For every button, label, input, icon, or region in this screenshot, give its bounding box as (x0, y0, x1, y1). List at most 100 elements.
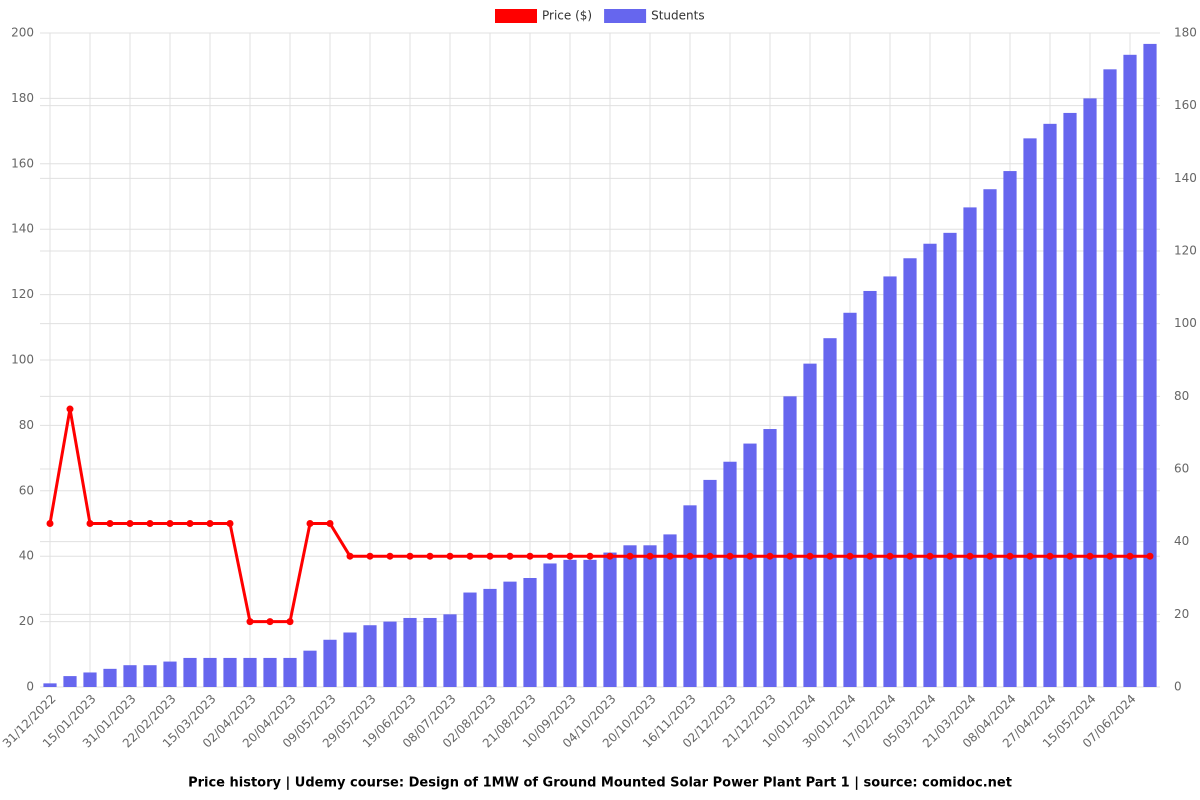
bar (803, 363, 817, 687)
bar (743, 443, 757, 687)
bar (1023, 138, 1037, 687)
price-point (1026, 552, 1034, 560)
y2-tick-label: 140 (1174, 171, 1197, 185)
bar (863, 290, 877, 687)
price-point (886, 552, 894, 560)
price-point (246, 618, 254, 626)
price-point (726, 552, 734, 560)
price-point (426, 552, 434, 560)
price-point (66, 405, 74, 413)
price-point (86, 520, 94, 527)
price-point (646, 552, 654, 560)
bar (323, 639, 337, 687)
bar (923, 243, 937, 687)
price-point (1066, 552, 1074, 560)
price-point (106, 520, 114, 527)
bar (543, 563, 557, 687)
price-point (986, 552, 994, 560)
price-point (826, 552, 834, 560)
bar (883, 276, 897, 687)
bar (123, 665, 137, 687)
price-point (686, 552, 694, 560)
price-point (366, 552, 374, 560)
price-point (606, 552, 614, 560)
y-tick-label: 60 (19, 483, 34, 497)
bar (363, 625, 377, 687)
y2-tick-label: 120 (1174, 244, 1197, 258)
bar (203, 657, 217, 687)
price-point (346, 552, 354, 560)
price-point (466, 552, 474, 560)
bar (243, 657, 257, 687)
bar (1143, 43, 1157, 687)
price-point (846, 552, 854, 560)
bar (523, 578, 537, 687)
price-point (306, 520, 314, 527)
bar (1063, 112, 1077, 687)
price-point (746, 552, 754, 560)
price-point (586, 552, 594, 560)
price-point (806, 552, 814, 560)
y-tick-label: 180 (11, 91, 34, 105)
bar (643, 545, 657, 687)
y-tick-label: 120 (11, 287, 34, 301)
price-point (1146, 552, 1154, 560)
y-tick-label: 160 (11, 156, 34, 170)
y-tick-label: 140 (11, 222, 34, 236)
price-point (186, 520, 194, 527)
bar (783, 396, 797, 687)
price-point (546, 552, 554, 560)
price-point (326, 520, 334, 527)
price-point (506, 552, 514, 560)
bar (663, 534, 677, 687)
price-point (406, 552, 414, 560)
y-tick-label: 40 (19, 549, 34, 563)
bar (843, 312, 857, 687)
bar (463, 592, 477, 687)
y2-tick-label: 80 (1174, 389, 1189, 403)
bar (83, 672, 97, 687)
bar (43, 683, 57, 687)
price-point (1106, 552, 1114, 560)
y2-tick-label: 40 (1174, 534, 1189, 548)
y-tick-label: 0 (26, 680, 34, 694)
legend-label: Students (651, 9, 705, 23)
price-point (526, 552, 534, 560)
bar (723, 461, 737, 687)
y2-tick-label: 100 (1174, 316, 1197, 330)
bar (103, 668, 117, 687)
price-point (906, 552, 914, 560)
price-point (226, 520, 234, 527)
bar (163, 661, 177, 687)
bar (503, 581, 517, 687)
bar (223, 657, 237, 687)
price-point (786, 552, 794, 560)
bar (623, 545, 637, 687)
legend-swatch (604, 9, 647, 23)
bar (603, 552, 617, 687)
y2-tick-label: 160 (1174, 98, 1197, 112)
price-point (566, 552, 574, 560)
y-tick-label: 100 (11, 353, 34, 367)
bar (1043, 123, 1057, 688)
bar (1083, 98, 1097, 687)
y2-tick-label: 180 (1174, 26, 1197, 40)
bar (903, 258, 917, 687)
price-point (446, 552, 454, 560)
price-point (46, 520, 54, 527)
bar (963, 207, 977, 687)
price-point (1126, 552, 1134, 560)
y2-tick-label: 20 (1174, 607, 1189, 621)
price-point (146, 520, 154, 527)
bar (343, 632, 357, 687)
price-point (966, 552, 974, 560)
legend-swatch (495, 9, 537, 23)
price-point (286, 618, 294, 626)
price-point (626, 552, 634, 560)
bar (563, 559, 577, 687)
price-point (766, 552, 774, 560)
price-point (1086, 552, 1094, 560)
price-point (706, 552, 714, 560)
price-point (866, 552, 874, 560)
price-point (1046, 552, 1054, 560)
